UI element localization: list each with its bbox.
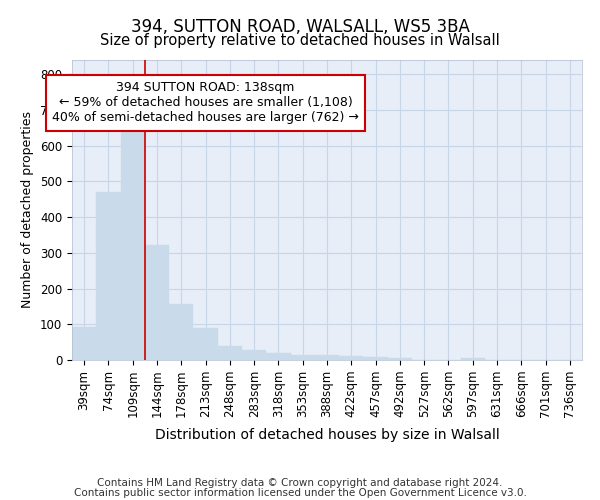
Bar	[388, 358, 412, 360]
Bar	[290, 356, 315, 360]
Bar	[193, 328, 218, 360]
Bar	[364, 357, 388, 360]
Text: Contains public sector information licensed under the Open Government Licence v3: Contains public sector information licen…	[74, 488, 526, 498]
Bar	[266, 353, 290, 360]
Text: 394, SUTTON ROAD, WALSALL, WS5 3BA: 394, SUTTON ROAD, WALSALL, WS5 3BA	[131, 18, 469, 36]
Y-axis label: Number of detached properties: Number of detached properties	[22, 112, 34, 308]
Bar	[339, 356, 364, 360]
Text: Size of property relative to detached houses in Walsall: Size of property relative to detached ho…	[100, 32, 500, 48]
Bar	[169, 304, 193, 360]
Bar	[461, 358, 485, 360]
Bar	[218, 346, 242, 360]
X-axis label: Distribution of detached houses by size in Walsall: Distribution of detached houses by size …	[155, 428, 499, 442]
Bar	[145, 244, 169, 360]
Text: Contains HM Land Registry data © Crown copyright and database right 2024.: Contains HM Land Registry data © Crown c…	[97, 478, 503, 488]
Bar	[242, 350, 266, 360]
Bar	[96, 192, 121, 360]
Bar	[121, 128, 145, 360]
Bar	[72, 327, 96, 360]
Text: 394 SUTTON ROAD: 138sqm
← 59% of detached houses are smaller (1,108)
40% of semi: 394 SUTTON ROAD: 138sqm ← 59% of detache…	[52, 82, 359, 124]
Bar	[315, 354, 339, 360]
